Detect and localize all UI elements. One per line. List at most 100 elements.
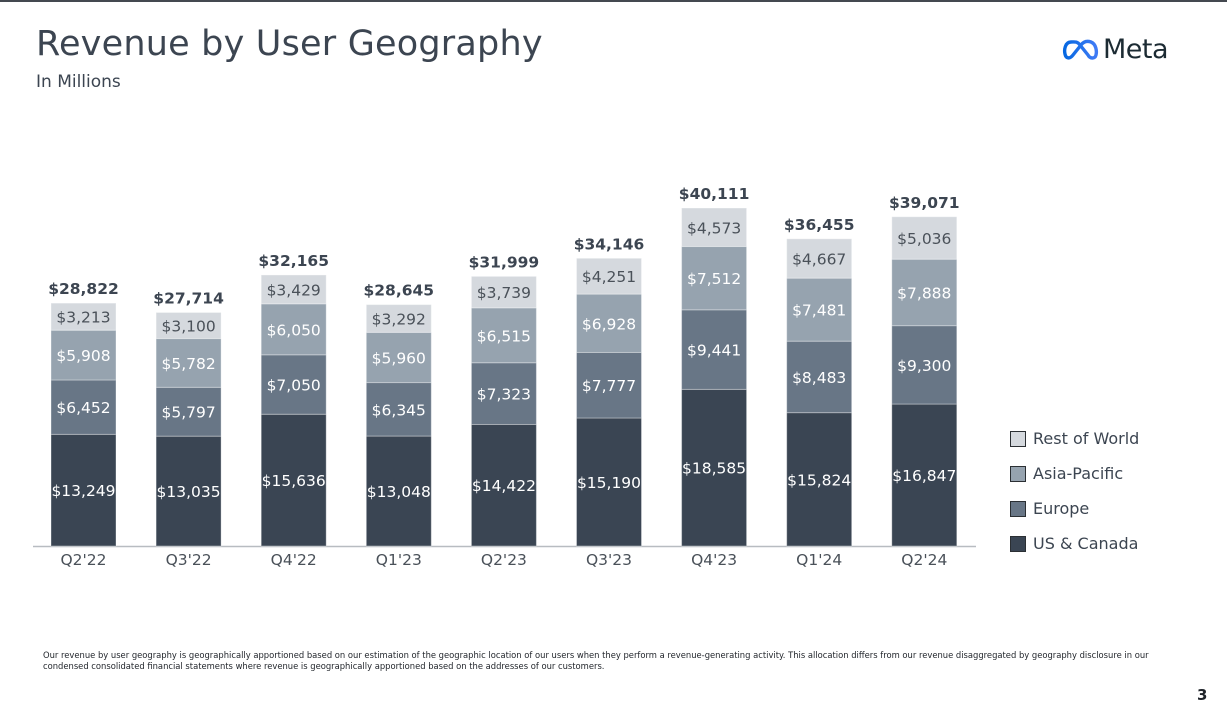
bar-segment-rest-of-world xyxy=(891,216,958,260)
bar-segment-europe xyxy=(50,379,117,435)
bar-segment-us-canada xyxy=(50,433,117,547)
segment-value-label: $4,251 xyxy=(582,268,636,286)
bar-segment-rest-of-world xyxy=(365,304,432,333)
bar-total-label: $28,645 xyxy=(363,282,434,300)
segment-value-label: $3,100 xyxy=(161,318,215,336)
segment-value-label: $7,777 xyxy=(582,377,636,395)
segment-value-label: $9,300 xyxy=(897,357,951,375)
bar-group-q2-23: $14,422 $7,323 $6,515 $3,739 $31,999 Q2'23 xyxy=(469,253,540,569)
bar-segment-us-canada xyxy=(365,435,432,547)
bar-segment-asia-pacific xyxy=(786,277,853,342)
segment-value-label: $6,515 xyxy=(477,327,531,345)
x-tick-label: Q4'22 xyxy=(271,551,317,569)
bar-segment-asia-pacific xyxy=(576,293,642,353)
bar-group-q4-22: $15,636 $7,050 $6,050 $3,429 $32,165 Q4'22 xyxy=(258,252,329,569)
x-tick-label: Q1'24 xyxy=(796,551,842,569)
bar-segment-us-canada xyxy=(155,435,222,547)
segment-value-label: $6,345 xyxy=(372,401,426,419)
segment-value-label: $15,190 xyxy=(577,474,641,492)
bar-segment-europe xyxy=(891,325,958,405)
page-number: 3 xyxy=(1197,686,1208,704)
segment-value-label: $15,824 xyxy=(787,471,851,489)
bar-total-label: $28,822 xyxy=(48,280,119,298)
segment-value-label: $8,483 xyxy=(792,369,846,387)
bar-total-label: $32,165 xyxy=(258,252,329,270)
bar-total-label: $40,111 xyxy=(679,185,750,203)
bar-segment-europe xyxy=(260,354,327,415)
legend-item-us-canada: US & Canada xyxy=(1010,526,1139,561)
segment-value-label: $13,249 xyxy=(51,482,115,500)
bar-segment-rest-of-world xyxy=(260,274,327,305)
bar-segment-asia-pacific xyxy=(155,338,222,388)
bar-segment-asia-pacific xyxy=(260,303,327,356)
bar-segment-rest-of-world xyxy=(470,275,537,309)
segment-value-label: $5,782 xyxy=(161,355,215,373)
bar-group-q2-24: $16,847 $9,300 $7,888 $5,036 $39,071 Q2'24 xyxy=(889,194,960,569)
bar-segment-europe xyxy=(365,382,432,437)
segment-value-label: $9,441 xyxy=(687,342,741,360)
legend-label: Europe xyxy=(1033,499,1090,518)
bar-segment-asia-pacific xyxy=(470,307,537,364)
legend-label: US & Canada xyxy=(1033,534,1139,553)
segment-value-label: $13,048 xyxy=(367,483,431,501)
legend-swatch-us-canada xyxy=(1010,535,1026,552)
bar-total-label: $31,999 xyxy=(469,253,540,271)
bar-total-label: $39,071 xyxy=(889,194,960,212)
segment-value-label: $5,036 xyxy=(897,230,951,248)
bar-segment-asia-pacific xyxy=(365,331,432,384)
segment-value-label: $5,908 xyxy=(56,347,110,365)
bar-group-q1-24: $15,824 $8,483 $7,481 $4,667 $36,455 Q1'24 xyxy=(784,216,855,569)
segment-value-label: $13,035 xyxy=(157,483,221,501)
segment-value-label: $6,928 xyxy=(582,315,636,333)
bar-total-label: $27,714 xyxy=(153,289,224,307)
stacked-bar-chart: $13,249 $6,452 $5,908 $3,213 $28,822 Q2'22 $13… xyxy=(33,185,976,569)
x-tick-label: Q4'23 xyxy=(691,551,737,569)
legend-item-rest-of-world: Rest of World xyxy=(1010,421,1139,456)
segment-value-label: $7,888 xyxy=(897,284,951,302)
segment-value-label: $6,452 xyxy=(56,399,110,417)
chart-legend: Rest of World Asia-Pacific Europe US & C… xyxy=(1010,421,1139,561)
bar-segment-rest-of-world xyxy=(681,207,748,248)
page-title: Revenue by User Geography xyxy=(36,24,543,64)
segment-value-label: $3,429 xyxy=(267,281,321,299)
legend-swatch-rest-of-world xyxy=(1010,430,1026,447)
x-tick-label: Q3'22 xyxy=(166,551,212,569)
bar-total-label: $34,146 xyxy=(574,235,645,253)
segment-value-label: $7,512 xyxy=(687,270,741,288)
bar-segment-rest-of-world xyxy=(155,311,222,340)
bar-segment-rest-of-world xyxy=(50,302,117,331)
bar-group-q1-23: $13,048 $6,345 $5,960 $3,292 $28,645 Q1'23 xyxy=(363,282,434,569)
bar-segment-asia-pacific xyxy=(891,258,958,327)
bar-segment-asia-pacific xyxy=(50,329,117,381)
bar-segment-us-canada xyxy=(786,412,853,547)
top-border xyxy=(0,0,1227,2)
x-tick-label: Q3'23 xyxy=(586,551,632,569)
bar-total-label: $36,455 xyxy=(784,216,855,234)
segment-value-label: $3,213 xyxy=(56,309,110,327)
segment-value-label: $5,797 xyxy=(161,404,215,422)
legend-label: Asia-Pacific xyxy=(1033,464,1124,483)
bar-segment-us-canada xyxy=(576,417,642,547)
bar-segment-us-canada xyxy=(470,423,537,547)
segment-value-label: $18,585 xyxy=(682,460,746,478)
segment-value-label: $3,739 xyxy=(477,284,531,302)
x-tick-label: Q2'22 xyxy=(60,551,106,569)
segment-value-label: $4,573 xyxy=(687,219,741,237)
footnote: Our revenue by user geography is geograp… xyxy=(43,650,1149,671)
segment-value-label: $7,323 xyxy=(477,386,531,404)
segment-value-label: $7,050 xyxy=(267,377,321,395)
bar-segment-europe xyxy=(155,386,222,437)
legend-item-asia-pacific: Asia-Pacific xyxy=(1010,456,1139,491)
legend-label: Rest of World xyxy=(1033,429,1140,448)
bar-segment-europe xyxy=(576,351,642,419)
legend-swatch-asia-pacific xyxy=(1010,465,1026,482)
bar-segment-us-canada xyxy=(681,388,748,547)
x-tick-label: Q2'24 xyxy=(901,551,947,569)
meta-wordmark: Meta xyxy=(1103,34,1169,65)
meta-logo: Meta xyxy=(1062,34,1169,65)
bar-segment-europe xyxy=(786,340,853,414)
segment-value-label: $3,292 xyxy=(372,310,426,328)
segment-value-label: $5,960 xyxy=(372,349,426,367)
segment-value-label: $14,422 xyxy=(472,477,536,495)
bar-segment-rest-of-world xyxy=(576,257,642,295)
